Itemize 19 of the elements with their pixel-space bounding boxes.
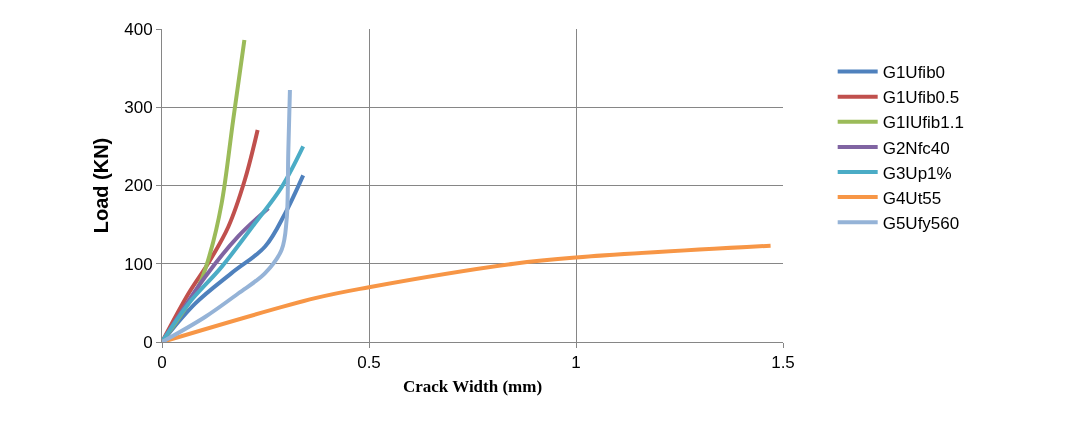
x-tick-label: 0 bbox=[157, 353, 167, 373]
line-series bbox=[162, 88, 292, 342]
legend-label: G1Ufib0.5 bbox=[882, 88, 960, 108]
legend-label: G3Up1% bbox=[882, 163, 952, 183]
x-tick-label: 1.5 bbox=[771, 353, 795, 373]
y-tick-label: 400 bbox=[124, 19, 153, 39]
legend-label: G4Ut55 bbox=[882, 188, 942, 208]
legend-label: G5Ufy560 bbox=[882, 213, 960, 233]
y-axis-title: Load (KN) bbox=[89, 137, 112, 234]
y-tick-label: 0 bbox=[143, 332, 153, 352]
x-tick-label: 1 bbox=[571, 353, 581, 373]
legend-label: G1IUfib1.1 bbox=[882, 113, 964, 133]
y-tick-label: 300 bbox=[124, 98, 153, 118]
x-axis-title: Crack Width (mm) bbox=[402, 376, 543, 396]
y-tick-label: 200 bbox=[124, 176, 153, 196]
y-tick-label: 100 bbox=[124, 254, 153, 274]
legend-label: G1Ufib0 bbox=[882, 63, 946, 83]
x-tick-label: 0.5 bbox=[357, 353, 381, 373]
legend-label: G2Nfc40 bbox=[882, 138, 950, 158]
